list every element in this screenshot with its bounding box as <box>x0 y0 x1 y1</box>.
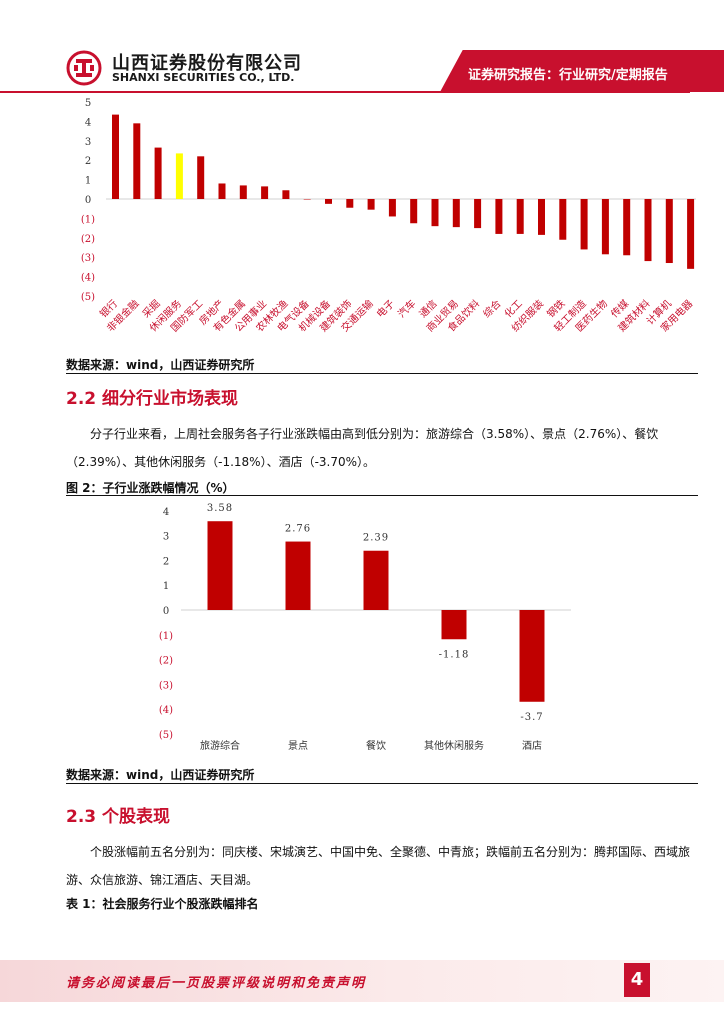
y-tick-label: (5) <box>159 730 173 741</box>
company-name-cn: 山西证券股份有限公司 <box>112 53 302 74</box>
bar-房地产 <box>218 183 226 199</box>
y-tick-label: (3) <box>159 680 173 691</box>
y-tick-label: 0 <box>163 606 169 617</box>
divider <box>66 783 698 784</box>
bar-纺织服装 <box>538 199 545 235</box>
data-label: 2.76 <box>285 524 311 535</box>
data-label: 3.58 <box>207 503 233 514</box>
y-tick-label: 1 <box>85 176 91 187</box>
x-tick-label: 电子 <box>374 297 397 320</box>
bar-汽车 <box>410 199 418 224</box>
data-label: 2.39 <box>363 533 389 544</box>
x-tick-label: 综合 <box>480 297 503 320</box>
y-tick-label: 2 <box>163 556 169 567</box>
table-caption: 表 1：社会服务行业个股涨跌幅排名 <box>66 897 259 911</box>
bar-旅游综合 <box>207 521 233 610</box>
y-tick-label: (5) <box>81 292 95 303</box>
header-divider <box>0 91 690 93</box>
y-tick-label: 1 <box>163 581 169 592</box>
bar-计算机 <box>665 199 673 264</box>
footer-band <box>0 960 724 1002</box>
bar-建筑材料 <box>644 199 652 262</box>
bar-家用电器 <box>687 199 695 269</box>
subindustry-change-chart: 4 3 2 1 0 (1) (2) (3) (4) (5) 3.58 旅游综合 2.76 景点 2.39 餐饮… <box>159 503 571 752</box>
y-tick-label: (4) <box>159 705 173 716</box>
y-tick-label: (4) <box>81 273 95 284</box>
y-tick-label: (1) <box>159 631 173 642</box>
bar-交通运输 <box>367 199 375 210</box>
y-tick-label: (2) <box>159 656 173 667</box>
chart2-source: 数据来源：wind，山西证券研究所 <box>66 768 255 782</box>
bar-钢铁 <box>559 199 567 240</box>
x-tick-label: 餐饮 <box>366 739 386 752</box>
section-heading-2-2: 2.2 细分行业市场表现 <box>66 389 239 409</box>
divider <box>66 495 698 496</box>
bar-银行 <box>112 114 119 199</box>
x-tick-label: 景点 <box>288 740 308 752</box>
header-band <box>440 50 724 92</box>
y-tick-label: 4 <box>163 507 169 518</box>
section-heading-2-3: 2.3 个股表现 <box>66 807 171 827</box>
data-label: -3.7 <box>520 712 543 723</box>
bar-休闲服务 <box>175 153 183 199</box>
y-tick-label: 0 <box>85 195 91 206</box>
bar-机械设备 <box>325 199 332 204</box>
bar-通信 <box>431 199 439 227</box>
y-tick-label: (3) <box>81 253 95 264</box>
y-tick-label: 2 <box>85 156 91 167</box>
x-tick-label: 其他休闲服务 <box>424 739 484 752</box>
bar-建筑装饰 <box>346 199 354 208</box>
bar-轻工制造 <box>580 199 588 250</box>
bar-商业贸易 <box>452 199 460 228</box>
y-tick-label: 3 <box>85 137 91 148</box>
bar-传媒 <box>623 199 631 256</box>
y-tick-label: (1) <box>81 214 95 225</box>
chart1-source: 数据来源：wind，山西证券研究所 <box>66 358 255 372</box>
bar-公用事业 <box>261 186 269 199</box>
bar-国防军工 <box>197 156 205 199</box>
x-tick-label: 汽车 <box>395 297 418 320</box>
y-tick-label: 5 <box>85 98 91 109</box>
divider <box>66 373 698 374</box>
bar-电气设备 <box>303 199 311 200</box>
bar-化工 <box>516 199 524 234</box>
y-tick-label: (2) <box>81 234 95 245</box>
bar-有色金属 <box>239 185 247 199</box>
company-name-en: SHANXI SECURITIES CO., LTD. <box>112 71 295 84</box>
paragraph-text: 分子行业来看，上周社会服务各子行业涨跌幅由高到低分别为：旅游综合（3.58%）、… <box>66 427 659 469</box>
bar-食品饮料 <box>474 199 482 229</box>
bar-景点 <box>285 541 311 610</box>
section-2-2-paragraph: 分子行业来看，上周社会服务各子行业涨跌幅由高到低分别为：旅游综合（3.58%）、… <box>66 420 696 476</box>
page-number: 4 <box>624 963 650 997</box>
y-tick-label: 3 <box>163 532 169 543</box>
figure-caption: 图 2：子行业涨跌幅情况（%） <box>66 481 235 495</box>
section-2-3-paragraph: 个股涨幅前五名分别为：同庆楼、宋城演艺、中国中免、全聚德、中青旅；跌幅前五名分别… <box>66 838 696 894</box>
x-tick-label: 旅游综合 <box>200 739 240 752</box>
bar-农林牧渔 <box>282 190 290 199</box>
bar-采掘 <box>154 147 162 199</box>
footer-disclaimer: 请务必阅读最后一页股票评级说明和免责声明 <box>66 976 367 991</box>
bar-电子 <box>388 199 396 217</box>
report-type-label: 证券研究报告：行业研究/定期报告 <box>468 68 668 83</box>
bar-酒店 <box>519 610 545 702</box>
bar-其他休闲服务 <box>441 610 467 640</box>
bar-医药生物 <box>601 199 609 255</box>
x-tick-label: 酒店 <box>522 739 542 752</box>
bar-餐饮 <box>363 550 389 610</box>
bar-非银金融 <box>133 123 141 199</box>
bar-综合 <box>495 199 503 234</box>
data-label: -1.18 <box>439 649 470 660</box>
y-tick-label: 4 <box>85 117 91 128</box>
paragraph-text: 个股涨幅前五名分别为：同庆楼、宋城演艺、中国中免、全聚德、中青旅；跌幅前五名分别… <box>66 845 691 887</box>
company-logo-icon <box>66 50 102 86</box>
